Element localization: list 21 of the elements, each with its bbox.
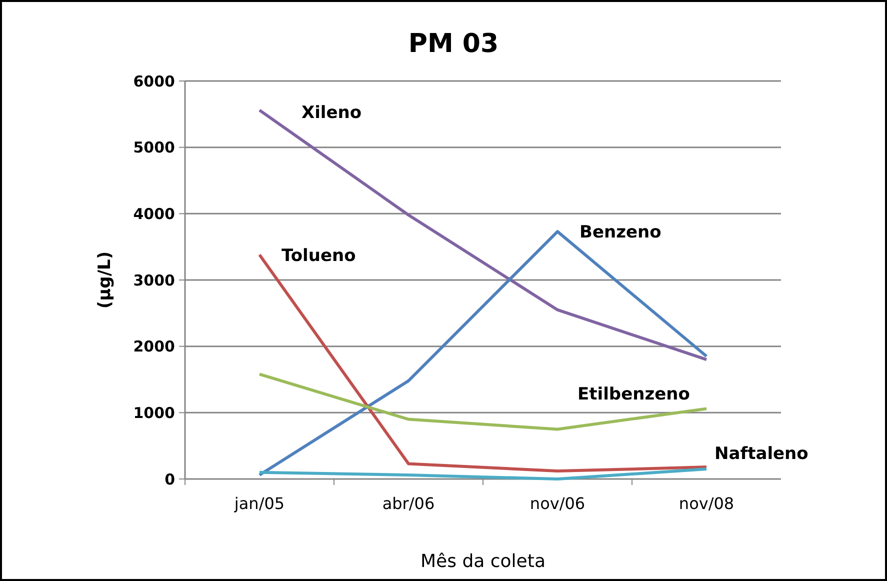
y-tick-label: 5000 [133,138,175,157]
y-axis-title: (µg/L) [95,251,115,309]
line-series [258,372,708,431]
x-tick-label: jan/05 [233,494,285,513]
x-axis-title: Mês da coleta [420,551,546,572]
y-tick-label: 2000 [133,338,175,356]
series-label: Benzeno [580,222,662,243]
y-tick-label: 0 [164,470,175,488]
y-tick-label: 3000 [133,271,175,290]
y-tick-label: 4000 [133,204,175,223]
line-series [258,468,708,480]
series-label: Etilbenzeno [578,384,690,404]
y-tick-label: 6000 [133,72,175,90]
series-label: Naftaleno [714,444,808,464]
x-tick-label: nov/08 [678,494,734,513]
series-label: Xileno [302,103,362,124]
chart-title: PM 03 [408,29,499,59]
series-label: Tolueno [282,246,356,266]
y-tick-label: 1000 [133,404,175,422]
x-tick-label: nov/06 [530,494,586,513]
x-tick-label: abr/06 [382,494,435,513]
